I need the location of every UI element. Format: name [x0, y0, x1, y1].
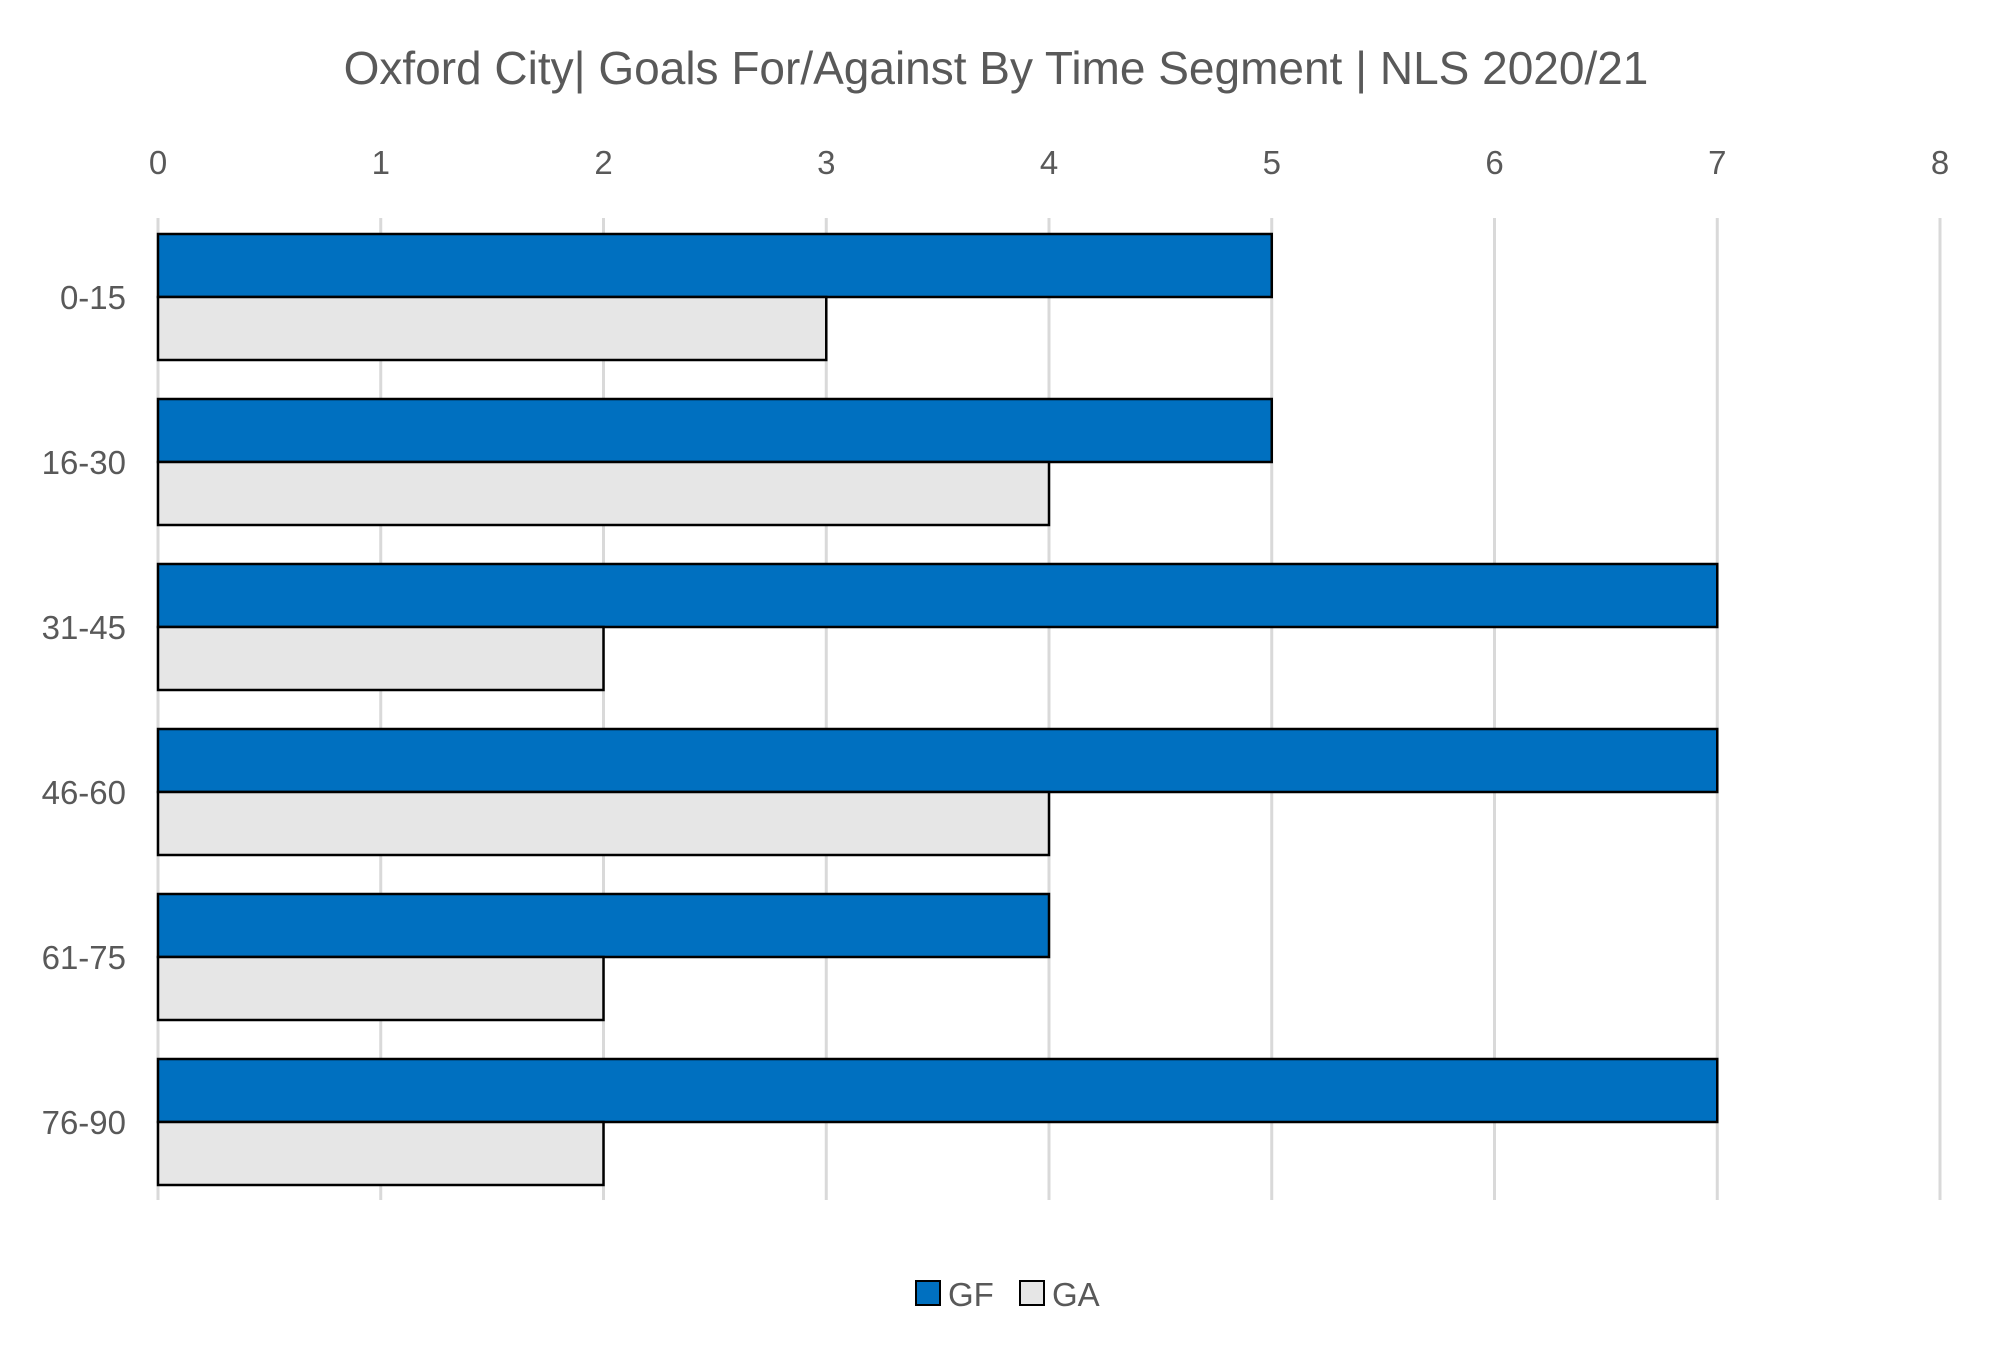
bar-gf — [156, 397, 1273, 464]
x-tick-label: 6 — [1485, 144, 1503, 181]
bar-ga — [156, 295, 828, 362]
y-category-label: 16-30 — [42, 444, 126, 481]
x-tick-label: 3 — [817, 144, 835, 181]
x-tick-label: 8 — [1931, 144, 1949, 181]
x-tick-label: 5 — [1263, 144, 1281, 181]
y-category-label: 46-60 — [42, 774, 126, 811]
bar-ga — [156, 625, 605, 692]
legend-label-gf: GF — [948, 1276, 994, 1313]
y-axis-categories: 0-15 16-30 31-45 46-60 61-75 76-90 — [42, 279, 126, 1141]
bar-ga — [156, 790, 1051, 857]
y-category-label: 31-45 — [42, 609, 126, 646]
x-tick-label: 7 — [1708, 144, 1726, 181]
y-category-label: 61-75 — [42, 939, 126, 976]
legend: GF GA — [915, 1276, 1100, 1313]
gridlines — [156, 218, 1942, 1200]
bar-gf — [156, 562, 1719, 629]
bar-ga — [156, 1120, 605, 1187]
y-category-label: 0-15 — [60, 279, 126, 316]
x-tick-label: 0 — [149, 144, 167, 181]
y-category-label: 76-90 — [42, 1104, 126, 1141]
x-axis-ticks: 0 1 2 3 4 5 6 7 8 — [149, 144, 1949, 181]
bar-gf — [156, 1057, 1719, 1124]
x-tick-label: 2 — [594, 144, 612, 181]
chart-title: Oxford City| Goals For/Against By Time S… — [344, 42, 1649, 94]
x-tick-label: 1 — [372, 144, 390, 181]
bar-ga — [156, 460, 1051, 527]
legend-swatch-ga — [1019, 1280, 1045, 1306]
legend-label-ga: GA — [1052, 1276, 1100, 1313]
bar-gf — [156, 892, 1051, 959]
bar-gf — [156, 727, 1719, 794]
x-tick-label: 4 — [1040, 144, 1058, 181]
bars — [156, 232, 1719, 1187]
bar-ga — [156, 955, 605, 1022]
bar-gf — [156, 232, 1273, 299]
legend-swatch-gf — [915, 1280, 941, 1306]
